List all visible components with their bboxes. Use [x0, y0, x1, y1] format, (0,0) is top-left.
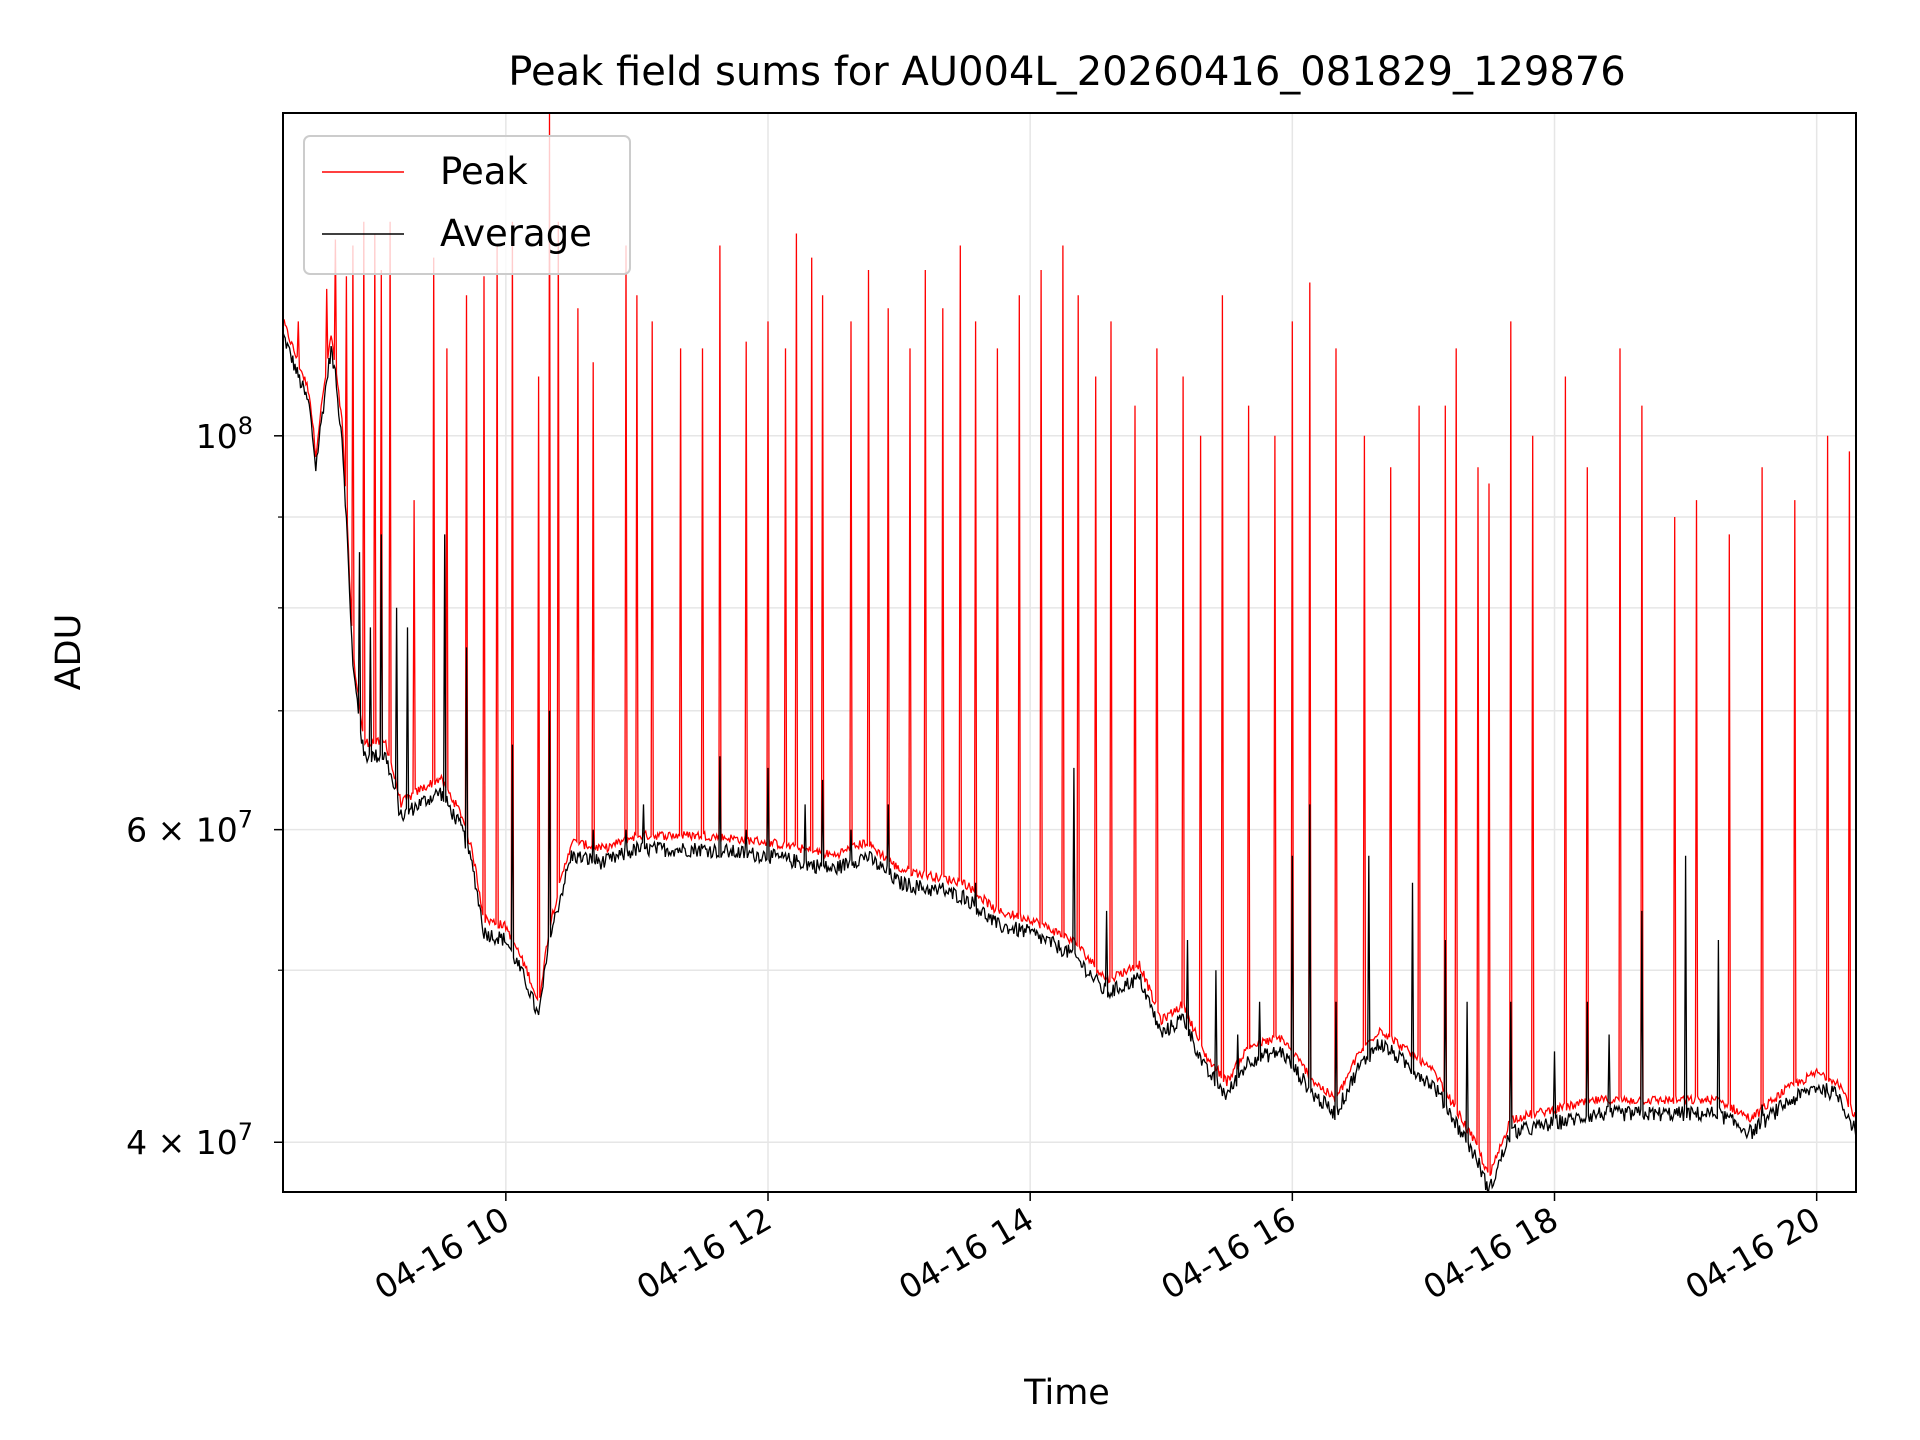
y-tick-exponent: 7 — [238, 806, 253, 834]
chart-title: Peak field sums for AU004L_20260416_0818… — [508, 49, 1625, 95]
grid-lines — [283, 113, 1856, 1192]
plot-frame — [282, 112, 1857, 1193]
average-line — [283, 332, 1856, 1192]
x-axis-label: Time — [1023, 1373, 1110, 1413]
legend-average-label: Average — [440, 212, 592, 255]
y-axis-label: ADU — [49, 614, 89, 691]
average-series — [283, 332, 1856, 1192]
legend: Peak Average — [303, 135, 631, 275]
y-tick-exponent: 8 — [238, 412, 253, 440]
y-tick-mantissa: 6 × 10 — [126, 811, 238, 850]
y-tick-mantissa: 10 — [196, 417, 238, 456]
legend-box — [303, 135, 631, 275]
y-tick-exponent: 7 — [238, 1118, 253, 1146]
y-tick-label: 4 × 107 — [126, 1118, 253, 1162]
legend-peak-label: Peak — [440, 150, 528, 193]
peak-line — [283, 113, 1856, 1177]
peak-series — [283, 113, 1856, 1177]
y-tick-label: 6 × 107 — [126, 806, 253, 850]
y-tick-mantissa: 4 × 10 — [126, 1123, 238, 1162]
y-tick-label: 108 — [196, 412, 253, 456]
